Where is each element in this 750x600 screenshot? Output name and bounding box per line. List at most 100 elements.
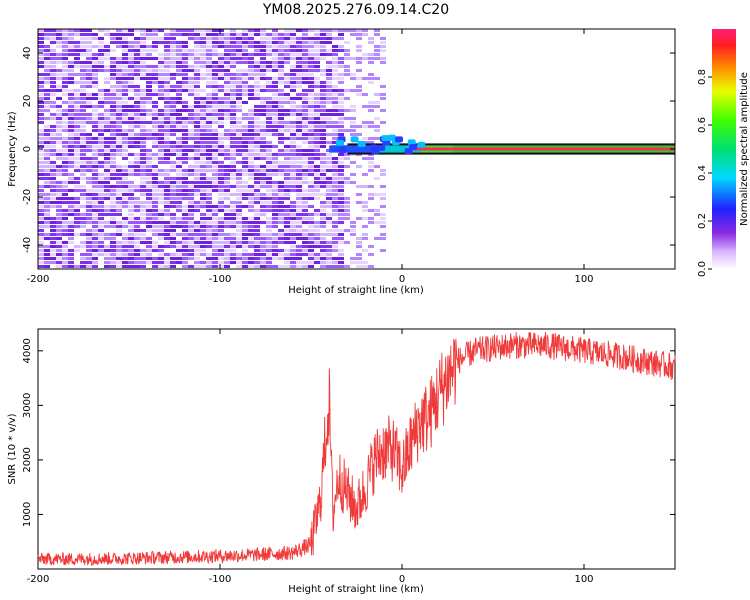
y-tick-label: 40 — [22, 47, 33, 60]
noise-cell — [248, 229, 254, 232]
noise-cell — [122, 133, 128, 136]
noise-cell — [290, 169, 296, 172]
noise-cell — [164, 193, 170, 196]
noise-cell — [92, 73, 98, 76]
noise-cell — [80, 217, 86, 220]
noise-cell — [152, 33, 158, 36]
noise-cell — [338, 57, 344, 60]
noise-cell — [326, 73, 332, 76]
noise-cell — [338, 189, 344, 192]
noise-cell — [338, 129, 344, 132]
noise-cell — [290, 145, 296, 148]
noise-cell — [104, 45, 110, 48]
noise-cell — [296, 113, 302, 116]
noise-cell — [254, 65, 260, 68]
noise-cell — [110, 77, 116, 80]
noise-cell — [140, 185, 146, 188]
noise-cell — [236, 169, 242, 172]
noise-cell — [254, 225, 260, 228]
noise-cell — [206, 105, 212, 108]
noise-cell — [62, 89, 68, 92]
noise-cell — [200, 33, 206, 36]
noise-cell — [140, 125, 146, 128]
noise-cell — [266, 97, 272, 100]
noise-cell — [134, 249, 140, 252]
noise-cell — [266, 65, 272, 68]
noise-cell — [224, 81, 230, 84]
x-tick-label: 0 — [399, 574, 405, 585]
noise-cell — [146, 81, 152, 84]
noise-cell — [182, 193, 188, 196]
noise-cell — [308, 185, 314, 188]
noise-cell — [110, 69, 116, 72]
noise-cell — [200, 105, 206, 108]
noise-cell — [200, 53, 206, 56]
noise-cell — [116, 57, 122, 60]
noise-cell — [338, 109, 344, 112]
noise-cell — [326, 53, 332, 56]
noise-cell — [110, 49, 116, 52]
noise-cell — [56, 105, 62, 108]
noise-cell — [284, 37, 290, 40]
noise-cell — [332, 101, 338, 104]
noise-cell — [98, 121, 104, 124]
noise-cell — [332, 201, 338, 204]
noise-cell — [314, 169, 320, 172]
noise-cell — [74, 205, 80, 208]
noise-cell — [320, 209, 326, 212]
noise-cell — [110, 141, 116, 144]
noise-cell — [140, 77, 146, 80]
noise-cell — [134, 41, 140, 44]
noise-cell — [164, 125, 170, 128]
noise-cell — [152, 241, 158, 244]
noise-cell — [152, 205, 158, 208]
noise-cell — [86, 237, 92, 240]
noise-cell — [38, 173, 44, 176]
noise-cell — [212, 137, 218, 140]
noise-cell — [134, 229, 140, 232]
noise-cell — [278, 229, 284, 232]
noise-cell — [314, 97, 320, 100]
noise-cell — [152, 49, 158, 52]
noise-cell — [68, 105, 74, 108]
noise-cell — [212, 245, 218, 248]
noise-cell — [284, 57, 290, 60]
noise-cell — [236, 189, 242, 192]
noise-cell — [326, 65, 332, 68]
noise-cell — [272, 125, 278, 128]
noise-cell — [104, 29, 110, 32]
noise-cell — [62, 113, 68, 116]
noise-cell — [86, 245, 92, 248]
noise-cell — [170, 205, 176, 208]
colorbar-tick-label: 0.2 — [697, 213, 708, 229]
noise-cell — [224, 93, 230, 96]
noise-cell — [278, 241, 284, 244]
noise-cell — [236, 193, 242, 196]
noise-cell — [86, 261, 92, 264]
noise-cell — [200, 181, 206, 184]
noise-cell — [206, 181, 212, 184]
noise-cell — [362, 225, 368, 228]
noise-cell — [272, 213, 278, 216]
noise-cell — [218, 89, 224, 92]
noise-cell — [74, 81, 80, 84]
noise-cell — [332, 161, 338, 164]
noise-cell — [146, 253, 152, 256]
noise-cell — [86, 193, 92, 196]
noise-cell — [332, 157, 338, 160]
noise-cell — [320, 105, 326, 108]
noise-cell — [242, 157, 248, 160]
noise-cell — [128, 41, 134, 44]
noise-cell — [98, 137, 104, 140]
noise-cell — [140, 201, 146, 204]
noise-cell — [122, 149, 128, 152]
noise-cell — [200, 125, 206, 128]
noise-cell — [68, 41, 74, 44]
noise-cell — [254, 209, 260, 212]
noise-cell — [272, 61, 278, 64]
noise-cell — [134, 209, 140, 212]
noise-cell — [326, 77, 332, 80]
noise-cell — [176, 121, 182, 124]
noise-cell — [236, 229, 242, 232]
noise-cell — [68, 29, 74, 32]
